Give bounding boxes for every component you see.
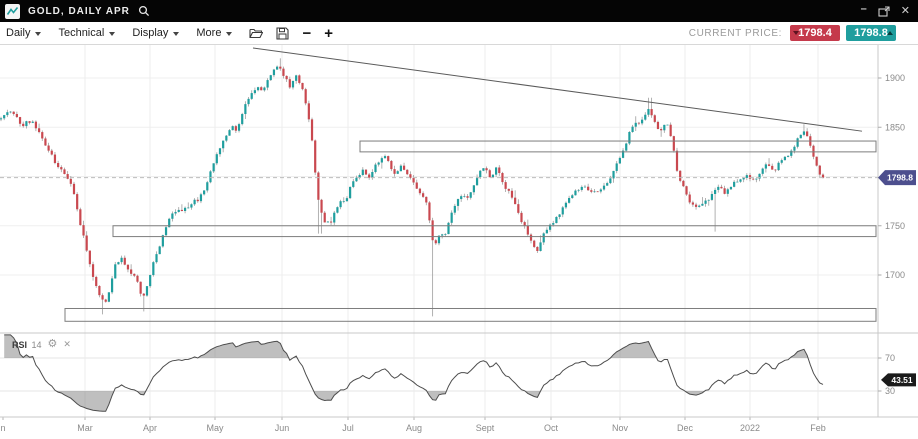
current-price-label: CURRENT PRICE:: [688, 27, 782, 39]
menu-technical[interactable]: Technical: [58, 27, 116, 39]
ask-price-badge: 1798.8: [846, 25, 896, 41]
menu-display[interactable]: Display: [132, 27, 180, 39]
chevron-down-icon: [109, 31, 116, 36]
svg-text:1900: 1900: [885, 73, 905, 83]
svg-text:1750: 1750: [885, 221, 905, 231]
svg-text:1700: 1700: [885, 270, 905, 280]
candlestick-chart[interactable]: n Mar Apr May Jun Jul Aug Sept Oct Nov Dec 2022 Feb 1…: [0, 45, 918, 439]
menu-more[interactable]: More: [196, 27, 233, 39]
open-folder-icon[interactable]: [249, 27, 264, 39]
popout-button[interactable]: [878, 5, 890, 17]
rsi-indicator-header: RSI 14 ⚙ ✕: [12, 335, 71, 353]
svg-text:Jun: Jun: [275, 423, 290, 433]
minimize-button[interactable]: –: [860, 2, 867, 15]
svg-text:43.51: 43.51: [891, 375, 913, 385]
rsi-period: 14: [31, 340, 42, 350]
chevron-down-icon: [226, 31, 233, 36]
svg-text:Jul: Jul: [342, 423, 354, 433]
svg-text:1850: 1850: [885, 122, 905, 132]
svg-text:Apr: Apr: [143, 423, 157, 433]
rsi-label: RSI: [12, 340, 28, 350]
svg-text:Dec: Dec: [677, 423, 694, 433]
svg-text:Sept: Sept: [476, 423, 495, 433]
svg-text:Oct: Oct: [544, 423, 559, 433]
search-icon[interactable]: [138, 5, 150, 17]
rsi-settings-gear-icon[interactable]: ⚙: [47, 337, 58, 350]
symbol-title: GOLD, DAILY APR: [28, 5, 130, 17]
svg-text:Nov: Nov: [612, 423, 629, 433]
bid-price-badge: 1798.4: [790, 25, 840, 41]
title-bar: GOLD, DAILY APR – ✕: [0, 0, 918, 22]
svg-text:70: 70: [885, 353, 895, 363]
chart-toolbar: Daily Technical Display More −: [0, 22, 918, 45]
arrow-up-icon: [887, 31, 893, 35]
zoom-in-button[interactable]: +: [324, 24, 333, 42]
svg-text:May: May: [206, 423, 224, 433]
menu-daily[interactable]: Daily: [6, 27, 42, 39]
svg-text:n: n: [0, 423, 5, 433]
chart-area: n Mar Apr May Jun Jul Aug Sept Oct Nov Dec 2022 Feb 1…: [0, 45, 918, 439]
app-logo-icon: [5, 3, 20, 19]
svg-text:30: 30: [885, 386, 895, 396]
rsi-close-icon[interactable]: ✕: [63, 338, 71, 349]
svg-text:Mar: Mar: [77, 423, 93, 433]
svg-text:2022: 2022: [740, 423, 760, 433]
svg-text:Aug: Aug: [406, 423, 422, 433]
chevron-down-icon: [35, 31, 42, 36]
svg-text:Feb: Feb: [810, 423, 826, 433]
chevron-down-icon: [173, 31, 180, 36]
zoom-out-button[interactable]: −: [302, 24, 312, 42]
close-button[interactable]: ✕: [900, 4, 910, 17]
svg-text:1798.8: 1798.8: [887, 173, 913, 183]
arrow-down-icon: [793, 31, 799, 35]
save-icon[interactable]: [276, 26, 290, 40]
